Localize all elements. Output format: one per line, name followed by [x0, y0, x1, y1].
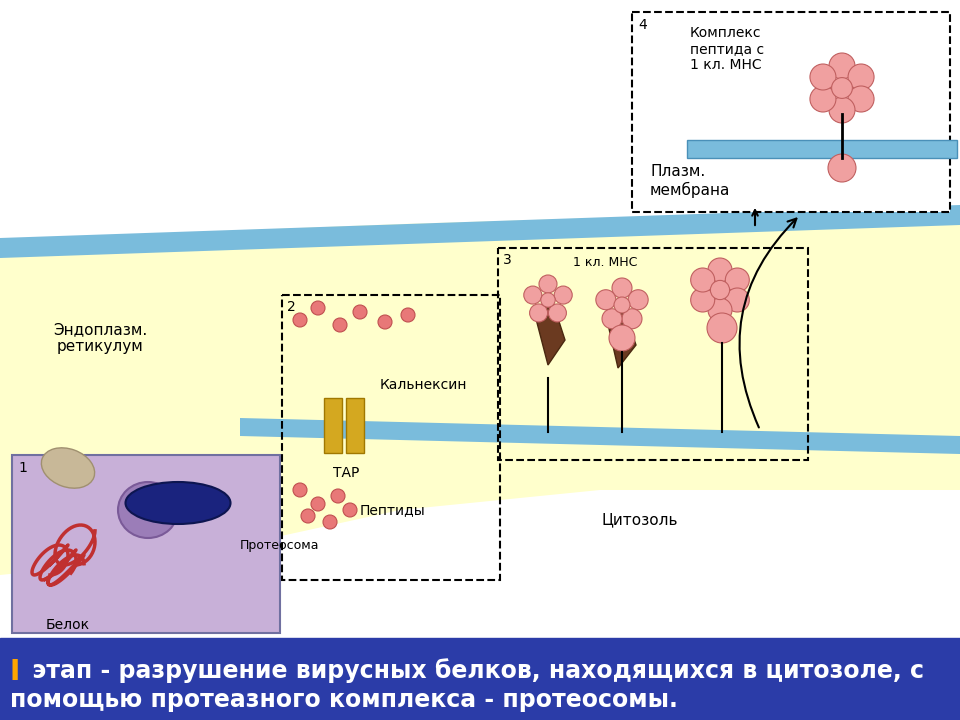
Polygon shape — [535, 300, 565, 365]
Circle shape — [707, 313, 737, 343]
Bar — [498, 248, 808, 460]
Circle shape — [831, 78, 852, 99]
Polygon shape — [0, 215, 960, 575]
Text: Пептиды: Пептиды — [360, 503, 425, 517]
Circle shape — [628, 289, 648, 310]
Ellipse shape — [118, 482, 178, 538]
Circle shape — [540, 293, 555, 307]
Text: Протеосома: Протеосома — [240, 539, 320, 552]
Polygon shape — [0, 205, 960, 258]
Circle shape — [829, 53, 855, 79]
Circle shape — [548, 304, 566, 322]
Text: Кальнексин: Кальнексин — [380, 378, 468, 392]
Circle shape — [554, 286, 572, 304]
Circle shape — [612, 278, 632, 298]
Circle shape — [539, 275, 557, 293]
Text: Комплекс
пептида с
1 кл. МНС: Комплекс пептида с 1 кл. МНС — [690, 26, 764, 73]
Bar — [324, 398, 342, 453]
Circle shape — [828, 154, 856, 182]
Circle shape — [343, 503, 357, 517]
Circle shape — [596, 289, 615, 310]
Circle shape — [524, 286, 541, 304]
Text: I: I — [10, 658, 20, 686]
Circle shape — [810, 86, 836, 112]
Circle shape — [690, 268, 714, 292]
Bar — [632, 12, 950, 212]
Circle shape — [530, 304, 547, 322]
Circle shape — [848, 64, 874, 90]
Circle shape — [293, 313, 307, 327]
Circle shape — [609, 325, 635, 351]
Circle shape — [848, 86, 874, 112]
Circle shape — [331, 489, 345, 503]
Circle shape — [708, 258, 732, 282]
Text: 3: 3 — [503, 253, 512, 267]
Text: этап - разрушение вирусных белков, находящихся в цитозоле, с: этап - разрушение вирусных белков, наход… — [24, 658, 924, 683]
Polygon shape — [607, 305, 636, 368]
Circle shape — [323, 515, 337, 529]
Text: 4: 4 — [638, 18, 647, 32]
Circle shape — [708, 298, 732, 322]
Text: 1: 1 — [18, 461, 27, 475]
Circle shape — [378, 315, 392, 329]
Circle shape — [311, 301, 325, 315]
Text: 1 кл. МНС: 1 кл. МНС — [573, 256, 637, 269]
Bar — [12, 455, 280, 633]
Text: Цитозоль: Цитозоль — [602, 513, 679, 528]
Circle shape — [301, 509, 315, 523]
Ellipse shape — [126, 482, 230, 524]
Text: 2: 2 — [287, 300, 296, 314]
Text: Белок: Белок — [46, 618, 90, 632]
Bar — [282, 295, 500, 580]
Circle shape — [333, 318, 347, 332]
Circle shape — [710, 280, 730, 300]
Circle shape — [726, 288, 750, 312]
Circle shape — [810, 64, 836, 90]
Circle shape — [353, 305, 367, 319]
Bar — [346, 398, 364, 453]
Text: Плазм.
мембрана: Плазм. мембрана — [650, 164, 731, 198]
Text: помощью протеазного комплекса - протеосомы.: помощью протеазного комплекса - протеосо… — [10, 688, 678, 712]
Ellipse shape — [41, 448, 95, 488]
Circle shape — [690, 288, 714, 312]
Polygon shape — [240, 418, 960, 454]
Circle shape — [829, 97, 855, 123]
Circle shape — [293, 483, 307, 497]
Text: Эндоплазм.
ретикулум: Эндоплазм. ретикулум — [53, 322, 147, 354]
Circle shape — [602, 309, 622, 329]
Bar — [687, 140, 957, 158]
Circle shape — [726, 268, 750, 292]
Circle shape — [614, 297, 630, 313]
Bar — [0, 638, 960, 720]
Circle shape — [401, 308, 415, 322]
Circle shape — [311, 497, 325, 511]
FancyArrowPatch shape — [739, 219, 797, 428]
Circle shape — [622, 309, 642, 329]
Text: ТАР: ТАР — [333, 466, 359, 480]
